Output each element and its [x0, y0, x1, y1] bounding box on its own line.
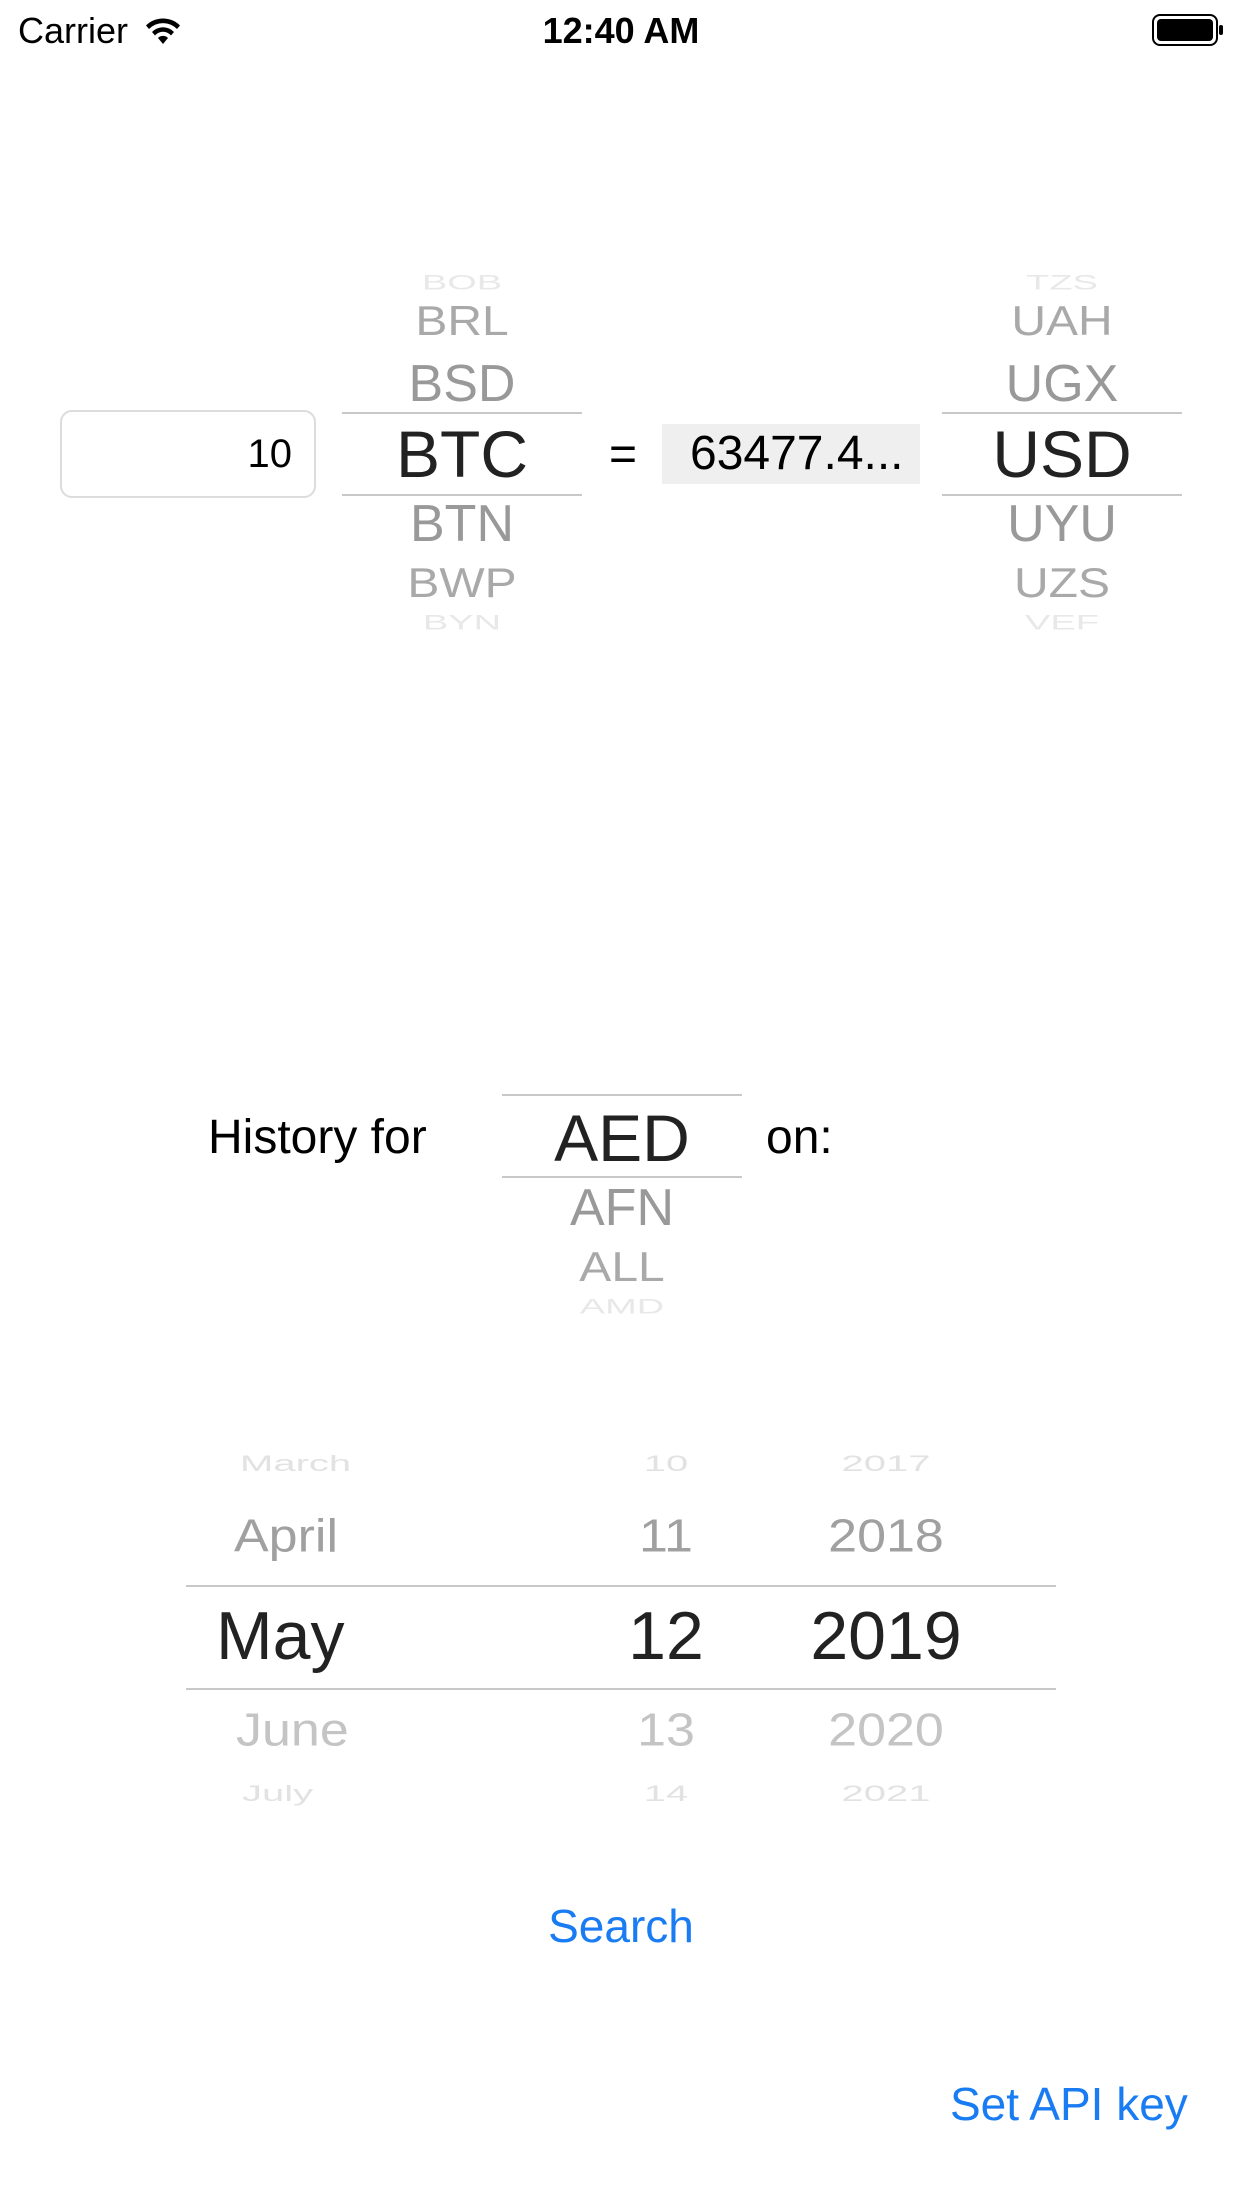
picker-selection-top-line [942, 412, 1182, 414]
status-time: 12:40 AM [542, 10, 700, 51]
picker-item[interactable]: VEF [1025, 611, 1099, 635]
set-api-key-button[interactable]: Set API key [950, 2078, 1188, 2130]
picker-selection-bottom-line [186, 1688, 1056, 1690]
picker-selected-item[interactable]: 2019 [810, 1598, 962, 1674]
history-currency-picker[interactable]: AED AFN ALL AMD [502, 1090, 742, 1330]
history-date-picker[interactable]: March April May June July 10 11 12 13 14… [186, 1440, 1056, 1820]
picker-item[interactable]: AMD [579, 1295, 665, 1319]
picker-item[interactable]: BWP [407, 560, 517, 607]
picker-item[interactable]: 10 [643, 1451, 689, 1477]
equals-sign: = [608, 428, 638, 481]
picker-selected-item[interactable]: 12 [628, 1598, 704, 1674]
picker-item[interactable]: BSD [408, 355, 516, 413]
picker-selection-top-line [342, 412, 582, 414]
picker-selection-bottom-line [502, 1176, 742, 1178]
picker-item[interactable]: AFN [570, 1179, 674, 1237]
picker-item[interactable]: 2017 [841, 1451, 931, 1477]
picker-selection-top-line [186, 1585, 1056, 1587]
picker-item[interactable]: 2021 [841, 1781, 931, 1807]
picker-selected-item[interactable]: USD [992, 417, 1132, 491]
picker-item[interactable]: March [240, 1451, 352, 1477]
to-currency-picker[interactable]: TZS UAH UGX USD UYU UZS VEF [942, 260, 1182, 640]
picker-selected-item[interactable]: May [216, 1598, 345, 1674]
on-label: on: [766, 1111, 833, 1164]
picker-item[interactable]: BTN [410, 495, 514, 553]
picker-selection-top-line [502, 1094, 742, 1096]
picker-item[interactable]: UAH [1011, 298, 1113, 345]
month-column[interactable]: March April May June July [216, 1440, 536, 1820]
picker-item[interactable]: 13 [637, 1703, 695, 1757]
year-column[interactable]: 2017 2018 2019 2020 2021 [796, 1440, 976, 1820]
conversion-result: 63477.4... [662, 424, 920, 484]
picker-item[interactable]: June [236, 1703, 349, 1757]
status-carrier: Carrier [18, 10, 182, 52]
wifi-icon [146, 18, 181, 44]
picker-selection-bottom-line [942, 494, 1182, 496]
picker-item[interactable]: UGX [1005, 355, 1119, 413]
picker-selected-item[interactable]: BTC [396, 417, 528, 491]
picker-selected-item[interactable]: AED [554, 1101, 690, 1175]
history-label: History for [208, 1111, 427, 1164]
picker-item[interactable]: 14 [643, 1781, 689, 1807]
carrier-label: Carrier [18, 10, 129, 51]
day-column[interactable]: 10 11 12 13 14 [606, 1440, 726, 1820]
picker-item[interactable]: April [234, 1509, 339, 1563]
picker-item[interactable]: UYU [1007, 495, 1117, 553]
from-currency-picker[interactable]: BOB BRL BSD BTC BTN BWP BYN [342, 260, 582, 640]
picker-item[interactable]: 2018 [828, 1509, 944, 1563]
picker-item[interactable]: UZS [1014, 560, 1110, 607]
battery-icon [1152, 14, 1223, 46]
picker-item[interactable]: ALL [579, 1244, 665, 1291]
picker-selection-bottom-line [342, 494, 582, 496]
picker-item[interactable]: BRL [415, 298, 509, 345]
search-button[interactable]: Search [548, 1900, 694, 1952]
picker-item[interactable]: BOB [421, 271, 503, 295]
picker-item[interactable]: TZS [1026, 271, 1098, 295]
picker-item[interactable]: July [242, 1781, 314, 1807]
picker-item[interactable]: 2020 [828, 1703, 944, 1757]
amount-input[interactable] [60, 410, 316, 498]
picker-item[interactable]: 11 [639, 1509, 693, 1563]
picker-item[interactable]: BYN [422, 611, 502, 635]
